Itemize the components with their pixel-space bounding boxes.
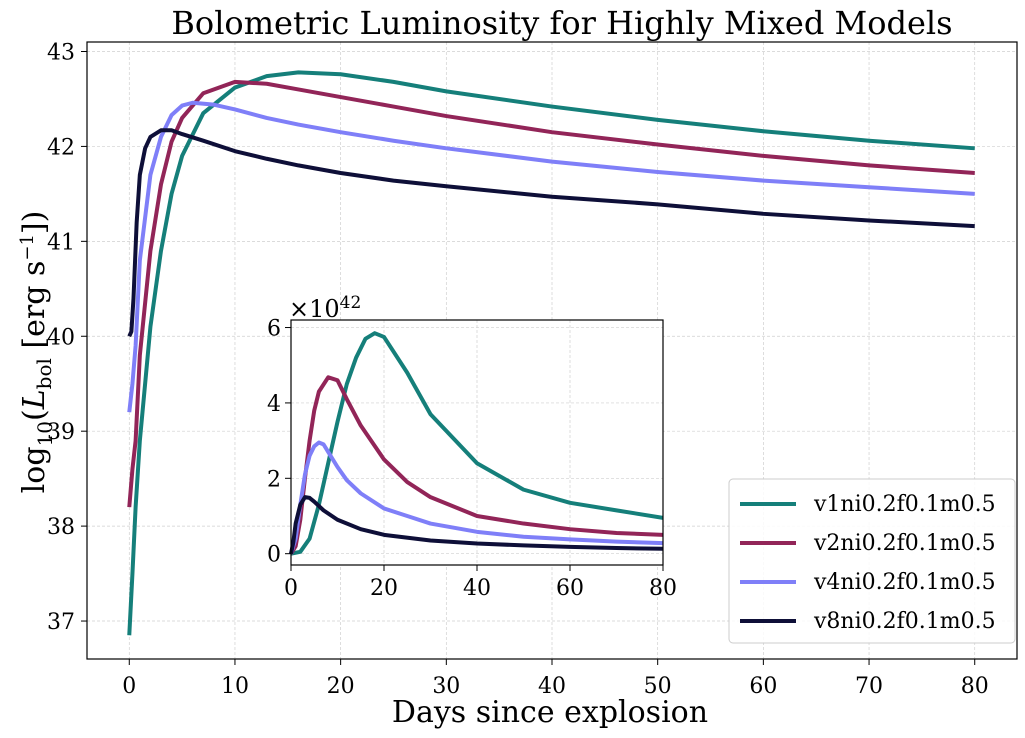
y-label-L-sub: bol xyxy=(32,358,56,389)
inset-y-tick-label: 4 xyxy=(267,392,281,417)
legend-entry: v1ni0.2f0.1m0.5 xyxy=(740,492,996,517)
y-label-open: ( xyxy=(17,409,52,421)
main-x-tick-label: 50 xyxy=(644,674,672,699)
main-y-tick-label: 40 xyxy=(47,325,75,350)
main-series-line-3 xyxy=(127,128,975,338)
inset-series-line-0 xyxy=(290,331,664,556)
legend-entry: v2ni0.2f0.1m0.5 xyxy=(740,531,996,556)
main-x-tick-label: 80 xyxy=(961,674,989,699)
legend-label-3: v8ni0.2f0.1m0.5 xyxy=(813,609,996,634)
inset-series-line-3 xyxy=(289,495,664,555)
y-label-units: [erg s xyxy=(17,261,52,358)
x-axis-label: Days since explosion xyxy=(392,695,708,730)
inset-x-tick-label: 80 xyxy=(649,576,677,601)
inset-y-tick-label: 0 xyxy=(267,543,281,568)
inset-series-line-2 xyxy=(289,440,664,555)
inset-y-tick-label: 2 xyxy=(267,467,281,492)
main-series-lines xyxy=(127,70,975,636)
inset-offset-exp: 42 xyxy=(340,293,362,313)
inset-x-tick-label: 0 xyxy=(284,576,298,601)
legend-label-1: v2ni0.2f0.1m0.5 xyxy=(813,531,996,556)
main-y-tick-label: 43 xyxy=(47,40,75,65)
chart-title: Bolometric Luminosity for Highly Mixed M… xyxy=(171,4,952,42)
y-label-sup: −1 xyxy=(17,234,38,261)
y-label-L: L xyxy=(17,389,52,410)
main-y-tick-label: 42 xyxy=(47,135,75,160)
main-x-tick-label: 0 xyxy=(122,674,136,699)
inset-ticks: 0 20 40 60 80 0 2 4 6 xyxy=(267,317,677,601)
legend-label-2: v4ni0.2f0.1m0.5 xyxy=(813,570,996,595)
main-x-tick-label: 70 xyxy=(855,674,883,699)
inset-y-tick-label: 6 xyxy=(267,317,281,342)
y-label-log: log xyxy=(17,446,52,493)
inset-offset-text: ×1042 xyxy=(289,293,361,323)
main-x-tick-label: 60 xyxy=(749,674,777,699)
legend-label-0: v1ni0.2f0.1m0.5 xyxy=(813,492,996,517)
inset-series-lines xyxy=(289,331,664,556)
main-series-line-1 xyxy=(127,79,975,508)
inset-offset-base: ×10 xyxy=(289,295,340,323)
main-y-tick-label: 39 xyxy=(47,420,75,445)
y-label-log-sub: 10 xyxy=(33,421,57,446)
inset-x-tick-label: 60 xyxy=(556,576,584,601)
main-y-tick-label: 38 xyxy=(47,515,75,540)
inset-x-tick-label: 20 xyxy=(370,576,398,601)
main-x-tick-label: 10 xyxy=(221,674,249,699)
legend-entry: v4ni0.2f0.1m0.5 xyxy=(740,570,996,595)
y-label-close: ]) xyxy=(17,211,52,234)
main-x-tick-label: 40 xyxy=(538,674,566,699)
legend-box xyxy=(728,478,1016,644)
legend-entry: v8ni0.2f0.1m0.5 xyxy=(740,609,996,634)
main-y-tick-label: 41 xyxy=(47,230,75,255)
legend: v1ni0.2f0.1m0.5 v2ni0.2f0.1m0.5 v4ni0.2f… xyxy=(728,478,1016,644)
main-x-tick-label: 20 xyxy=(327,674,355,699)
main-x-tick-label: 30 xyxy=(432,674,460,699)
main-series-line-2 xyxy=(127,100,975,413)
main-y-tick-label: 37 xyxy=(47,610,75,635)
y-axis-label: log10(Lbol [erg s−1]) xyxy=(17,211,57,494)
inset-x-tick-label: 40 xyxy=(463,576,491,601)
